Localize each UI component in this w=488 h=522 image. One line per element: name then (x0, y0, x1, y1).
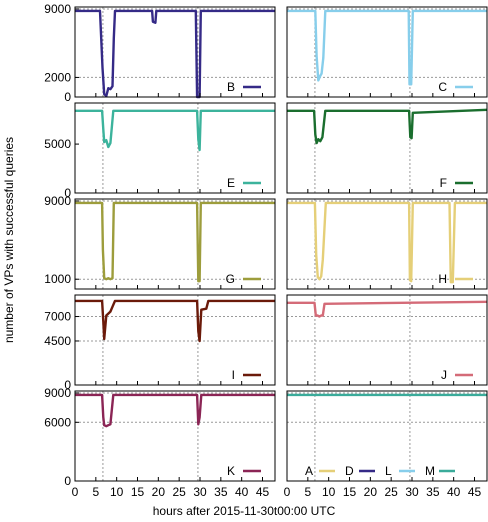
x-tick-label: 35 (426, 485, 440, 499)
panel-J: J (286, 294, 488, 386)
legend-label-J: J (441, 368, 447, 382)
y-tick-label: 0 (64, 474, 71, 488)
x-axis-title: hours after 2015-11-30t00:00 UTC (153, 504, 336, 518)
legend-label-B: B (227, 80, 235, 94)
legend-label-A: A (305, 464, 313, 478)
x-tick-label: 25 (384, 485, 398, 499)
x-tick-label: 20 (152, 485, 166, 499)
x-tick-label: 40 (447, 485, 461, 499)
x-tick-label: 10 (322, 485, 336, 499)
panel-frame (74, 294, 276, 386)
x-tick-label: 25 (172, 485, 186, 499)
panel-frame (286, 390, 488, 482)
x-tick-label: 40 (235, 485, 249, 499)
y-tick-label: 0 (64, 90, 71, 104)
x-tick-label: 5 (92, 485, 99, 499)
series-line-F (287, 108, 488, 145)
y-tick-label: 9000 (44, 386, 71, 400)
y-tick-label: 9000 (44, 194, 71, 208)
panel-frame (74, 198, 276, 290)
x-tick-label: 5 (304, 485, 311, 499)
legend-label-F: F (440, 176, 447, 190)
y-tick-label: 0 (64, 378, 71, 392)
panel-C: C (286, 6, 488, 98)
panel-frame (286, 198, 488, 290)
x-tick-label: 30 (405, 485, 419, 499)
legend-label-M: M (425, 464, 435, 478)
legend-label-L: L (385, 464, 392, 478)
series-line-C (287, 9, 487, 86)
legend-label-I: I (232, 368, 235, 382)
y-axis-title: number of VPs with successful queries (2, 137, 16, 343)
legend-label-D: D (345, 464, 354, 478)
series-line-G (75, 201, 275, 283)
legend-label-H: H (438, 272, 447, 286)
series-line-I (75, 299, 275, 343)
panel-frame (286, 102, 488, 194)
panel-frame (74, 6, 276, 98)
legend-label-K: K (227, 464, 235, 478)
series-line-J (287, 300, 488, 318)
x-tick-label: 0 (284, 485, 291, 499)
series-line-E (75, 109, 275, 152)
y-tick-label: 6000 (44, 415, 71, 429)
y-tick-label: 0 (64, 186, 71, 200)
legend-label-E: E (227, 176, 235, 190)
x-tick-label: 45 (256, 485, 270, 499)
panel-E: 0 5000 E (44, 102, 276, 200)
x-tick-label: 45 (468, 485, 482, 499)
x-tick-label: 15 (131, 485, 145, 499)
y-tick-label: 1000 (44, 272, 71, 286)
x-tick-label: 0 (72, 485, 79, 499)
panel-I: 0 4500 7000 I (44, 294, 276, 392)
panel-frame (74, 102, 276, 194)
x-tick-label: 35 (214, 485, 228, 499)
x-tick-label: 20 (364, 485, 378, 499)
y-tick-label: 4500 (44, 334, 71, 348)
series-line-B (75, 9, 275, 99)
panel-G: 1000 9000 G (44, 194, 276, 290)
panel-frame (286, 294, 488, 386)
y-tick-label: 9000 (44, 2, 71, 16)
legend-label-C: C (438, 80, 447, 94)
x-tick-label: 10 (110, 485, 124, 499)
panel-ADLM: 0 5 10 15 20 25 30 35 40 45 A D L M (284, 390, 488, 499)
panel-F: F (286, 102, 488, 194)
y-tick-label: 5000 (44, 137, 71, 151)
panel-frame (286, 6, 488, 98)
series-line-H (287, 201, 487, 284)
panel-frame (74, 390, 276, 482)
y-tick-label: 7000 (44, 310, 71, 324)
legend-label-G: G (226, 272, 235, 286)
y-tick-label: 2000 (44, 70, 71, 84)
panel-H: H (286, 198, 488, 290)
panel-B: 0 2000 9000 B (44, 2, 276, 104)
x-tick-label: 30 (193, 485, 207, 499)
x-tick-label: 15 (343, 485, 357, 499)
series-line-K (75, 393, 275, 428)
